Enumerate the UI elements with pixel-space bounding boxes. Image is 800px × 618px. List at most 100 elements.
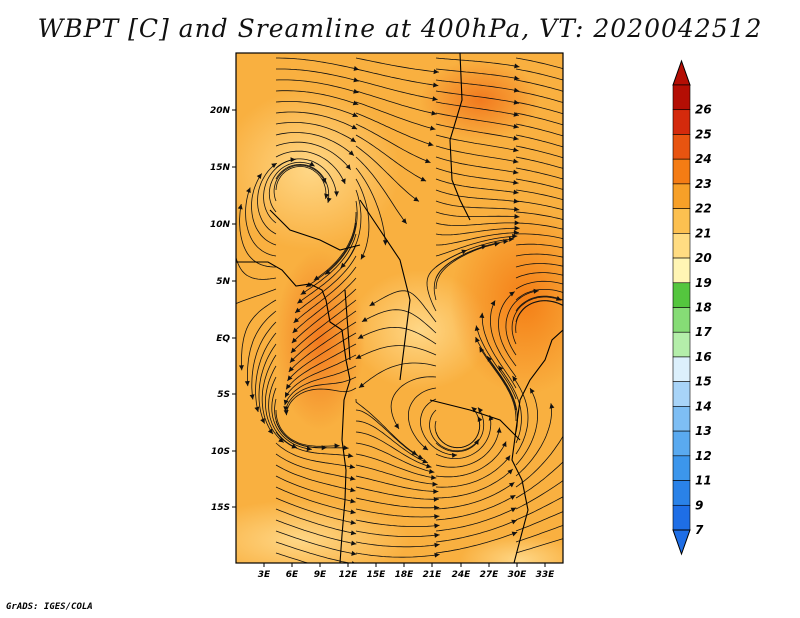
streamline-arrow [592,274,598,278]
streamline-arrow [592,236,598,241]
streamline-arrow [510,507,517,513]
streamline-arrow [352,112,358,118]
streamline [596,446,674,476]
streamline [286,387,357,416]
streamline [275,552,310,563]
y-tick-label: EQ [216,334,230,344]
streamline-arrow [487,356,493,362]
streamline-arrow [429,125,436,131]
colorbar-under-triangle [672,529,691,556]
streamline-arrow [351,124,358,130]
x-tick-label: 6E [286,570,299,580]
streamline [275,166,327,199]
colorbar-label: 9 [695,498,703,512]
streamline-arrow [326,197,332,203]
streamline-arrow [325,269,331,275]
streamline-arrow [350,530,357,536]
streamline-arrow [512,158,519,164]
streamline [515,222,563,230]
colorbar-label: 19 [695,276,712,290]
streamline-arrow [667,319,672,324]
streamline [435,494,516,521]
streamline [596,179,678,198]
streamline-arrow [592,86,598,91]
streamline-arrow [549,403,555,409]
streamline [293,266,357,324]
streamline [515,167,563,180]
streamline-arrow [513,75,520,81]
streamline [435,407,485,453]
colorbar-label: 15 [695,375,712,389]
streamline-arrow [592,216,598,221]
map-frame [235,52,564,564]
streamline [515,435,563,488]
x-tick-label: 30E [508,570,528,580]
colorbar-label: 14 [695,399,712,413]
streamline-arrow [422,458,428,464]
streamline [596,399,676,421]
streamline [275,475,356,503]
streamline [515,79,563,92]
colorbar-segment [672,455,691,481]
streamline [435,519,517,543]
x-tick-label: 24E [452,570,472,580]
streamline [435,235,518,257]
streamline [515,538,563,554]
streamline-arrow [260,418,265,424]
streamline [268,376,298,449]
streamline-arrow [433,489,439,495]
streamline-arrow [592,226,598,231]
streamline [596,300,671,336]
streamline-arrow [309,161,315,167]
wbpt-zone-north-cool [236,90,400,250]
colorbar-label: 24 [695,152,712,166]
streamline [275,79,359,94]
streamline [429,409,479,452]
colorbar-label: 13 [695,424,712,438]
streamline-arrow [585,482,591,486]
streamline-arrow [665,333,670,338]
streamline [515,480,563,510]
streamline [420,398,458,456]
streamline [515,524,563,543]
streamline-arrow [662,374,667,379]
streamline-arrow [420,176,427,182]
streamline [305,222,357,288]
streamline-arrow [509,495,516,500]
streamline [596,322,667,361]
streamline [596,311,669,349]
streamline [475,325,517,400]
streamline [435,242,500,290]
coastlines [236,53,563,563]
streamline-arrow [513,189,519,195]
streamline [596,234,677,256]
streamline [275,409,340,447]
streamline [435,507,517,532]
streamline-arrow [591,164,597,169]
streamline-arrow [514,225,520,231]
streamline [596,386,680,389]
streamline-arrow [353,88,359,94]
streamline-arrow [431,475,437,480]
streamline [426,249,468,312]
streamline [289,310,357,363]
streamline-arrow [490,300,496,306]
streamline [358,362,437,389]
streamline [433,245,487,301]
streamline-arrow [334,191,340,197]
streamline-arrow [292,327,298,333]
streamline-arrow [433,69,439,75]
colorbar-over-triangle [672,59,691,86]
streamline [515,461,563,499]
streamline [596,124,678,141]
streamline-arrow [287,375,293,381]
streamline [247,310,277,387]
streamline-arrow [254,406,260,413]
streamline [268,161,315,213]
streamline [435,415,492,459]
streamline-arrow [555,296,562,301]
streamline [275,150,346,185]
streamline [515,57,563,70]
streamline-arrow [511,519,517,525]
colorbar-label: 22 [695,202,712,216]
